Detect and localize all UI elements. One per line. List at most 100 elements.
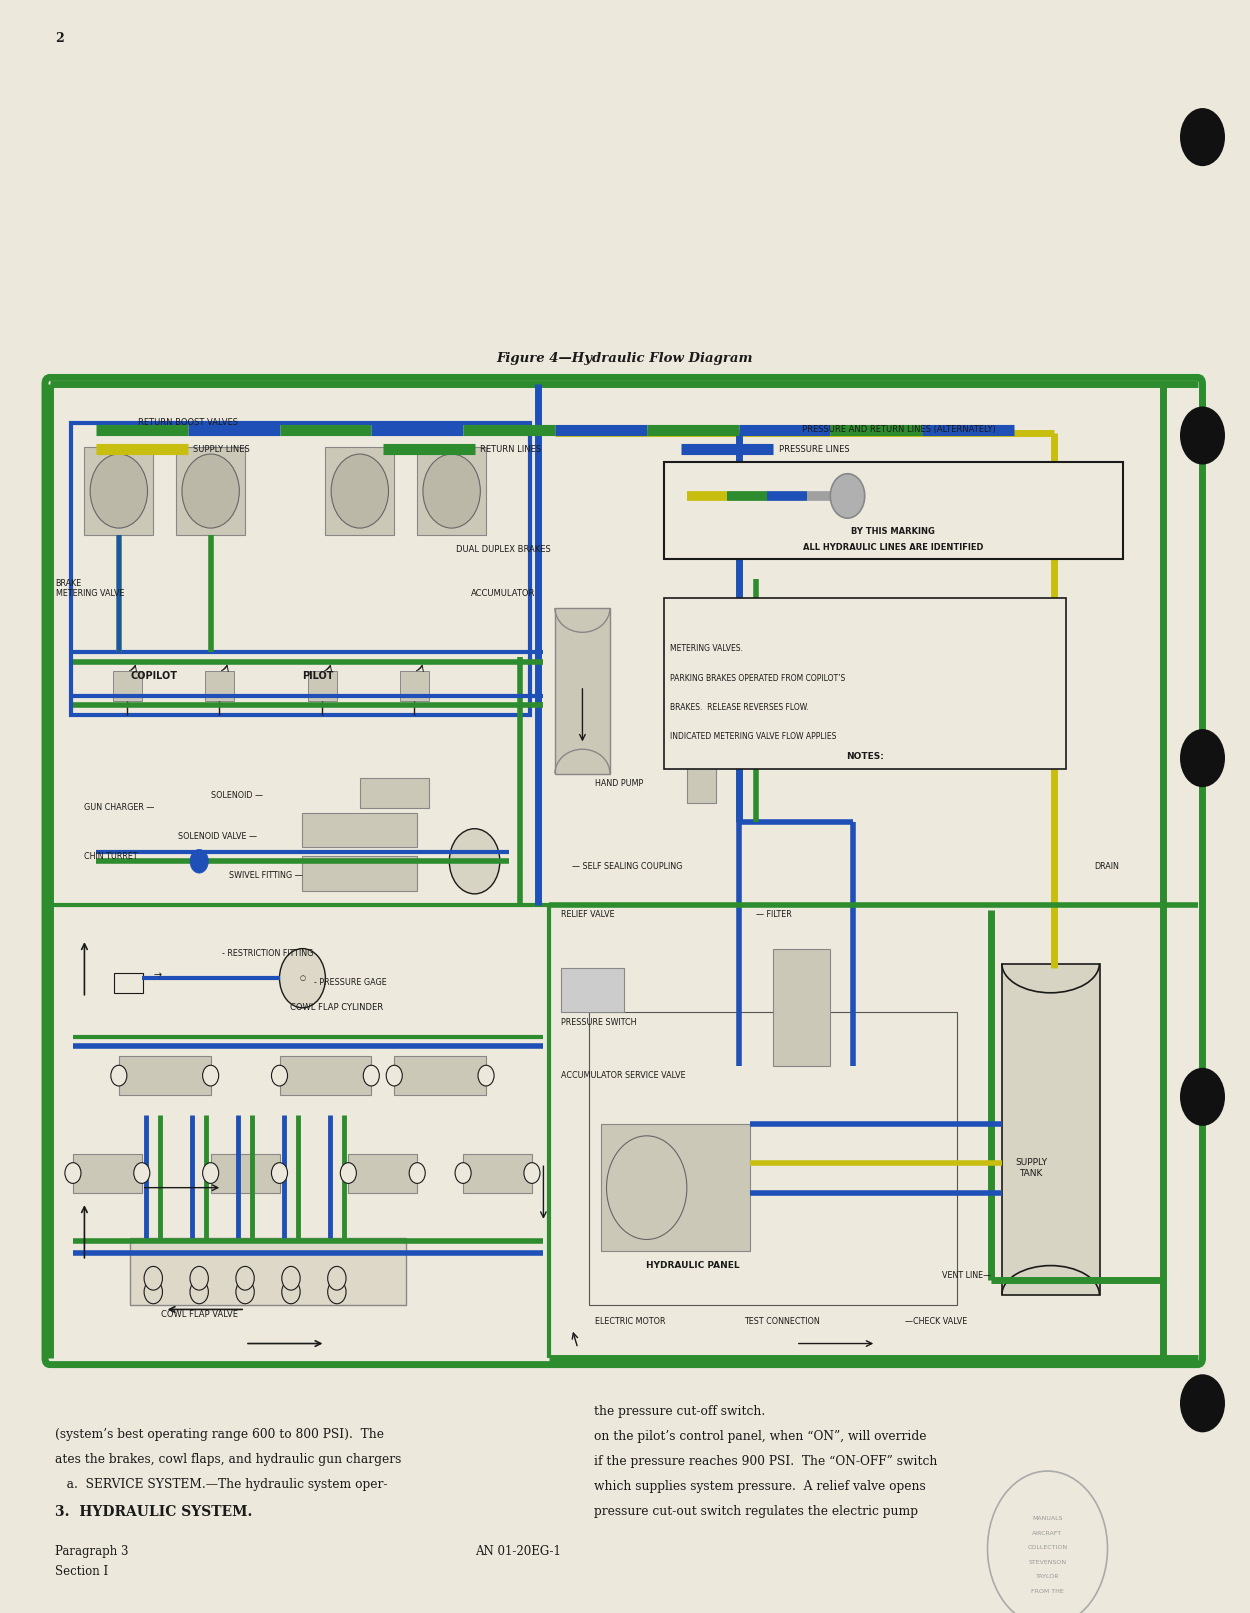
Circle shape (1180, 1374, 1225, 1432)
Text: COWL FLAP VALVE: COWL FLAP VALVE (161, 1310, 238, 1319)
Circle shape (144, 1266, 162, 1290)
Circle shape (449, 829, 500, 894)
Circle shape (190, 1281, 209, 1303)
Text: RETURN BOOST VALVES: RETURN BOOST VALVES (138, 418, 238, 427)
Circle shape (478, 1065, 494, 1086)
Bar (462, 1153, 532, 1192)
Text: AIRCRAFT: AIRCRAFT (1032, 1531, 1062, 1536)
Text: PARKING BRAKES OPERATED FROM COPILOT’S: PARKING BRAKES OPERATED FROM COPILOT’S (670, 674, 845, 682)
Bar (394, 1057, 486, 1095)
Text: (system’s best operating range 600 to 800 PSI).  The: (system’s best operating range 600 to 80… (55, 1428, 384, 1440)
Bar (325, 447, 394, 536)
Text: a.  SERVICE SYSTEM.—The hydraulic system oper-: a. SERVICE SYSTEM.—The hydraulic system … (55, 1478, 388, 1490)
Bar (686, 748, 715, 803)
Text: the pressure cut-off switch.: the pressure cut-off switch. (594, 1405, 765, 1418)
Circle shape (340, 1163, 356, 1184)
Text: ACCUMULATOR SERVICE VALVE: ACCUMULATOR SERVICE VALVE (561, 1071, 685, 1081)
Circle shape (409, 1163, 425, 1184)
Bar (589, 1013, 956, 1305)
Bar (555, 608, 610, 774)
Text: BRAKES.  RELEASE REVERSES FLOW.: BRAKES. RELEASE REVERSES FLOW. (670, 703, 809, 711)
Bar (302, 857, 418, 890)
Bar (772, 948, 830, 1066)
Circle shape (331, 453, 389, 527)
Bar (114, 973, 142, 994)
Text: METERING VALVES.: METERING VALVES. (670, 644, 742, 653)
Text: —CHECK VALVE: —CHECK VALVE (905, 1316, 968, 1326)
Text: pressure cut-out switch regulates the electric pump: pressure cut-out switch regulates the el… (594, 1505, 918, 1518)
Bar (400, 671, 429, 700)
Text: SWIVEL FITTING —: SWIVEL FITTING — (229, 871, 302, 881)
Text: — FILTER: — FILTER (756, 910, 791, 919)
Bar (360, 779, 429, 808)
Text: COWL FLAP CYLINDER: COWL FLAP CYLINDER (290, 1003, 384, 1011)
Text: COPILOT: COPILOT (130, 671, 178, 681)
Text: on the pilot’s control panel, when “ON”, will override: on the pilot’s control panel, when “ON”,… (594, 1429, 926, 1444)
Text: COLLECTION: COLLECTION (1028, 1545, 1068, 1550)
Text: - PRESSURE GAGE: - PRESSURE GAGE (314, 977, 386, 987)
Circle shape (1180, 406, 1225, 465)
Bar (72, 1153, 141, 1192)
Text: PILOT: PILOT (302, 671, 334, 681)
Bar (176, 447, 245, 536)
Circle shape (606, 1136, 686, 1239)
Circle shape (202, 1163, 219, 1184)
Bar (418, 447, 486, 536)
Text: ○: ○ (300, 976, 305, 981)
Bar (280, 1057, 371, 1095)
Circle shape (280, 948, 325, 1008)
Text: SOLENOID VALVE —: SOLENOID VALVE — (177, 832, 256, 842)
Text: ates the brakes, cowl flaps, and hydraulic gun chargers: ates the brakes, cowl flaps, and hydraul… (55, 1452, 401, 1466)
Text: ELECTRIC MOTOR: ELECTRIC MOTOR (595, 1316, 665, 1326)
Circle shape (271, 1163, 288, 1184)
Circle shape (271, 1065, 288, 1086)
Bar (119, 1057, 211, 1095)
Text: GUN CHARGER —: GUN CHARGER — (85, 803, 155, 813)
Circle shape (111, 1065, 128, 1086)
Text: →: → (154, 971, 161, 981)
Text: DRAIN: DRAIN (1094, 861, 1119, 871)
Text: — SELF SEALING COUPLING: — SELF SEALING COUPLING (572, 861, 682, 871)
Text: HYDRAULIC PANEL: HYDRAULIC PANEL (646, 1261, 740, 1269)
Bar (71, 423, 530, 715)
Bar (601, 1124, 750, 1252)
Text: VENT LINE—: VENT LINE— (941, 1271, 991, 1279)
Text: which supplies system pressure.  A relief valve opens: which supplies system pressure. A relief… (594, 1481, 925, 1494)
Text: ALL HYDRAULIC LINES ARE IDENTIFIED: ALL HYDRAULIC LINES ARE IDENTIFIED (804, 544, 984, 552)
Bar (130, 1239, 406, 1305)
Text: INDICATED METERING VALVE FLOW APPLIES: INDICATED METERING VALVE FLOW APPLIES (670, 732, 836, 740)
Text: HAND PUMP: HAND PUMP (595, 779, 644, 787)
Circle shape (190, 850, 209, 873)
Text: STEVENSON: STEVENSON (1029, 1560, 1066, 1565)
Text: FROM THE: FROM THE (1031, 1589, 1064, 1594)
Text: - RESTRICTION FITTING: - RESTRICTION FITTING (222, 950, 314, 958)
Text: TAYLOR: TAYLOR (1036, 1574, 1059, 1579)
Bar (112, 671, 141, 700)
Circle shape (364, 1065, 379, 1086)
Text: SUPPLY
TANK: SUPPLY TANK (1015, 1158, 1048, 1177)
Text: MANUALS: MANUALS (1032, 1516, 1062, 1521)
Text: DUAL DUPLEX BRAKES: DUAL DUPLEX BRAKES (456, 545, 551, 553)
Circle shape (328, 1266, 346, 1290)
Text: PRESSURE SWITCH: PRESSURE SWITCH (561, 1018, 636, 1026)
Text: 3.  HYDRAULIC SYSTEM.: 3. HYDRAULIC SYSTEM. (55, 1505, 253, 1519)
Circle shape (236, 1266, 254, 1290)
Circle shape (236, 1281, 254, 1303)
Bar (349, 1153, 418, 1192)
Text: PRESSURE AND RETURN LINES (ALTERNATELY): PRESSURE AND RETURN LINES (ALTERNATELY) (801, 426, 995, 434)
Text: CHIN TURRET: CHIN TURRET (85, 852, 138, 861)
Circle shape (524, 1163, 540, 1184)
Text: PRESSURE LINES: PRESSURE LINES (779, 445, 849, 453)
Circle shape (134, 1163, 150, 1184)
Bar (302, 813, 418, 847)
Bar (664, 461, 1122, 560)
Text: Section I: Section I (55, 1565, 109, 1578)
Circle shape (202, 1065, 219, 1086)
Bar (664, 598, 1065, 769)
Text: Figure 4—Hydraulic Flow Diagram: Figure 4—Hydraulic Flow Diagram (496, 352, 754, 365)
Text: TEST CONNECTION: TEST CONNECTION (744, 1316, 820, 1326)
Text: RELIEF VALVE: RELIEF VALVE (561, 910, 614, 919)
Text: BRAKE
METERING VALVE: BRAKE METERING VALVE (56, 579, 124, 598)
Circle shape (65, 1163, 81, 1184)
Circle shape (182, 453, 239, 527)
